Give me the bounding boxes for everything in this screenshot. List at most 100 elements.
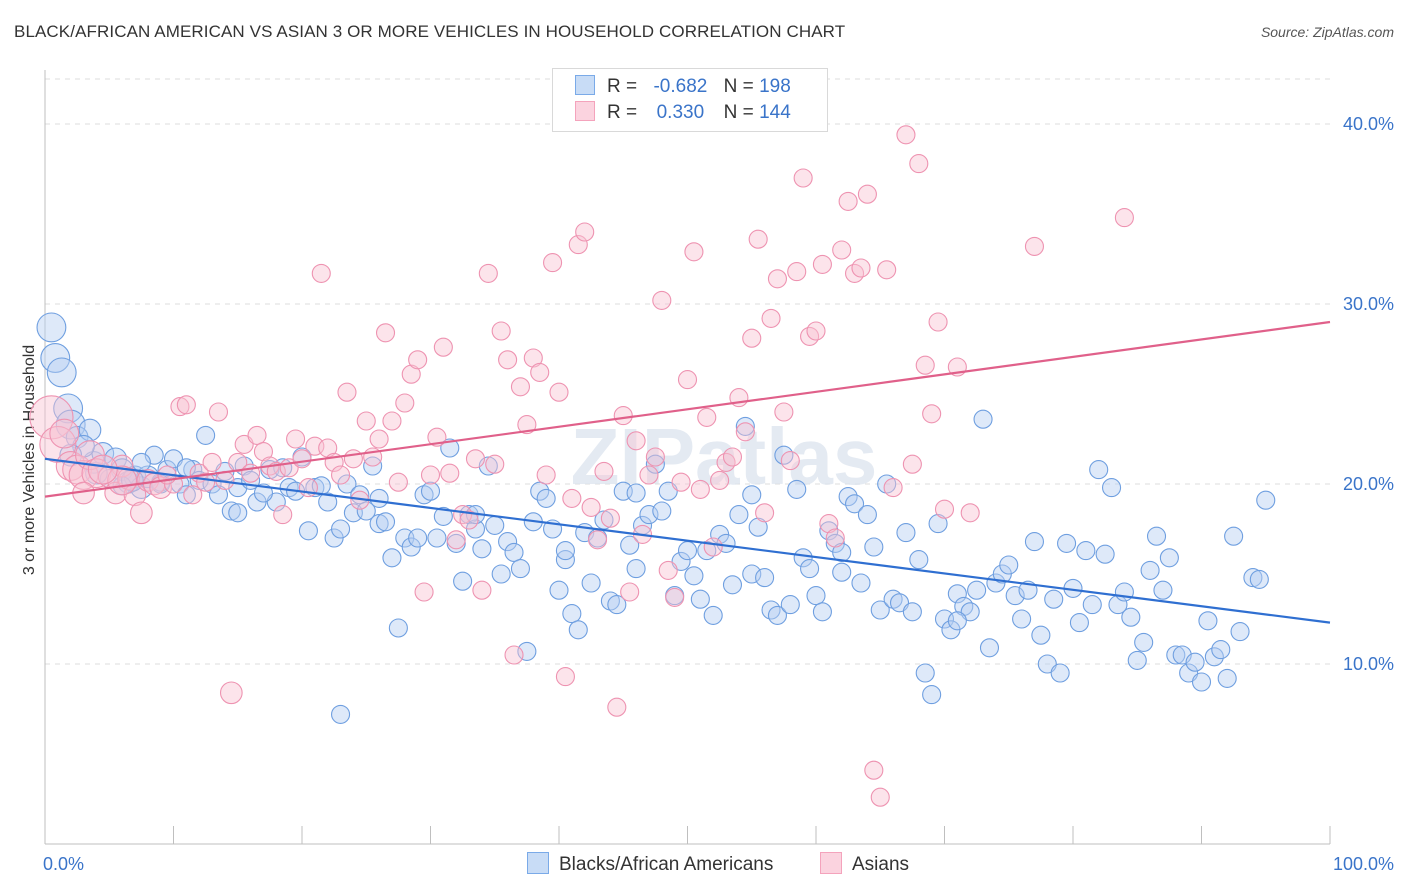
scatter-point xyxy=(909,154,929,174)
scatter-point xyxy=(318,492,338,512)
legend-swatch-blacks xyxy=(575,75,595,95)
scatter-point xyxy=(1076,541,1096,561)
scatter-point xyxy=(652,501,672,521)
y-tick-label: 30.0% xyxy=(1343,294,1394,314)
scatter-point xyxy=(1230,622,1250,642)
scatter-point xyxy=(613,406,633,426)
scatter-point xyxy=(472,580,492,600)
scatter-point xyxy=(356,411,376,431)
scatter-point xyxy=(170,397,190,417)
scatter-point xyxy=(440,438,460,458)
scatter-point xyxy=(68,460,99,490)
scatter-point xyxy=(498,532,518,552)
scatter-point xyxy=(1191,672,1212,692)
scatter-point xyxy=(742,328,762,348)
scatter-point xyxy=(1121,607,1141,627)
scatter-point xyxy=(581,497,601,517)
scatter-point xyxy=(337,382,357,402)
scatter-point xyxy=(780,451,800,471)
scatter-point xyxy=(555,541,575,561)
legend-r-value: -0.682 xyxy=(653,76,708,97)
scatter-point xyxy=(1140,560,1160,580)
scatter-point xyxy=(806,321,826,341)
scatter-point xyxy=(330,465,351,485)
scatter-point xyxy=(1159,548,1179,568)
scatter-point xyxy=(39,425,77,463)
scatter-point xyxy=(549,382,569,402)
chart-title: BLACK/AFRICAN AMERICAN VS ASIAN 3 OR MOR… xyxy=(14,22,846,41)
scatter-point xyxy=(838,191,858,211)
scatter-point xyxy=(183,485,203,505)
scatter-point xyxy=(523,348,543,368)
scatter-point xyxy=(864,537,884,557)
scatter-point xyxy=(330,519,351,539)
scatter-point xyxy=(408,528,428,548)
scatter-point xyxy=(369,488,389,508)
source-label: Source: ZipAtlas.com xyxy=(1260,24,1394,40)
scatter-point xyxy=(311,263,331,283)
scatter-point xyxy=(658,560,678,580)
scatter-point xyxy=(883,589,903,609)
scatter-point xyxy=(219,681,243,705)
scatter-point xyxy=(909,550,929,570)
scatter-point xyxy=(530,481,550,501)
scatter-point xyxy=(1153,580,1173,600)
scatter-point xyxy=(504,645,524,665)
scatter-point xyxy=(800,559,820,579)
scatter-point xyxy=(1095,544,1115,564)
scatter-point xyxy=(453,505,473,525)
scatter-point xyxy=(485,515,505,535)
scatter-point xyxy=(928,312,948,332)
legend-n-value: 144 xyxy=(759,102,791,123)
scatter-point xyxy=(967,580,987,600)
scatter-point xyxy=(208,485,229,505)
scatter-point xyxy=(1050,663,1070,683)
scatter-point xyxy=(478,263,498,283)
scatter-point xyxy=(131,452,151,472)
legend-item-asians: Asians xyxy=(820,852,909,876)
scatter-point xyxy=(1024,532,1044,552)
scatter-point xyxy=(568,620,588,640)
scatter-point xyxy=(793,548,813,568)
scatter-point xyxy=(761,308,781,328)
y-tick-label: 20.0% xyxy=(1343,474,1394,494)
scatter-point xyxy=(787,262,807,282)
scatter-point xyxy=(1243,568,1263,588)
scatter-point xyxy=(1024,236,1044,256)
scatter-point xyxy=(594,461,614,481)
scatter-point xyxy=(806,586,826,606)
scatter-point xyxy=(1217,668,1237,688)
scatter-point xyxy=(472,539,492,559)
scatter-point xyxy=(46,357,77,388)
scatter-point xyxy=(318,438,338,458)
scatter-point xyxy=(755,503,775,523)
scatter-point xyxy=(176,485,196,505)
scatter-point xyxy=(857,184,877,204)
scatter-point xyxy=(915,355,935,375)
scatter-point xyxy=(722,447,743,467)
scatter-point xyxy=(979,638,1000,658)
trend-lines xyxy=(44,320,1331,624)
scatter-point xyxy=(1057,533,1077,553)
scatter-point xyxy=(408,350,428,370)
scatter-point xyxy=(388,472,408,492)
scatter-point xyxy=(812,602,832,622)
scatter-point xyxy=(819,521,839,541)
scatter-point xyxy=(857,505,877,525)
scatter-point xyxy=(774,445,794,465)
scatter-point xyxy=(607,595,627,615)
scatter-point xyxy=(960,503,980,523)
scatter-point xyxy=(49,418,80,449)
scatter-point xyxy=(748,229,768,249)
scatter-point xyxy=(1249,569,1269,589)
scatter-point xyxy=(208,402,229,422)
scatter-point xyxy=(677,541,698,561)
scatter-point xyxy=(999,555,1019,575)
scatter-point xyxy=(877,260,897,280)
scatter-point xyxy=(832,240,852,260)
scatter-point xyxy=(543,253,563,273)
scatter-point xyxy=(510,377,531,397)
scatter-point xyxy=(414,582,434,602)
scatter-point xyxy=(1256,490,1276,510)
scatter-point xyxy=(491,321,511,341)
